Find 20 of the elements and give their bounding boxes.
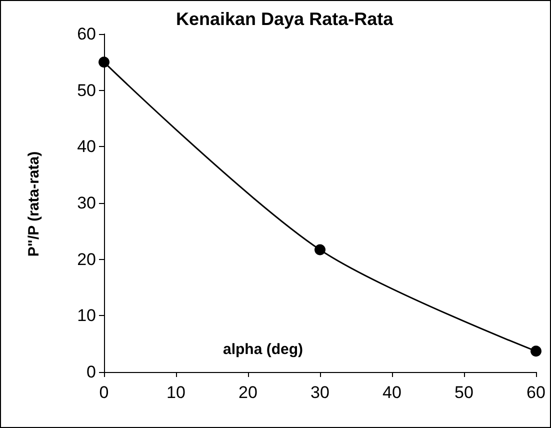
y-axis-title: P"/P (rata-rata) <box>26 151 42 257</box>
x-tick-label: 40 <box>382 383 402 402</box>
y-tick-label: 40 <box>77 137 96 156</box>
point <box>314 244 326 256</box>
y-tick-label: 20 <box>77 250 96 269</box>
x-tick-label: 20 <box>238 383 258 402</box>
y-tick-label: 60 <box>77 24 96 44</box>
x-tick-label: 30 <box>310 383 330 402</box>
y-tick-label: 50 <box>77 80 96 100</box>
y-tick-label: 30 <box>77 194 96 212</box>
chart-title: Kenaikan Daya Rata-Rata <box>176 9 394 29</box>
point <box>530 346 542 357</box>
y-tick-label: 10 <box>77 306 96 326</box>
point <box>98 56 110 68</box>
x-tick-label: 10 <box>166 383 186 402</box>
x-tick-label: 60 <box>526 383 546 402</box>
x-tick-label: 50 <box>454 383 474 402</box>
x-tick-label: 0 <box>99 383 109 402</box>
y-tick-label: 0 <box>86 362 96 382</box>
x-axis-title: alpha (deg) <box>223 341 304 358</box>
